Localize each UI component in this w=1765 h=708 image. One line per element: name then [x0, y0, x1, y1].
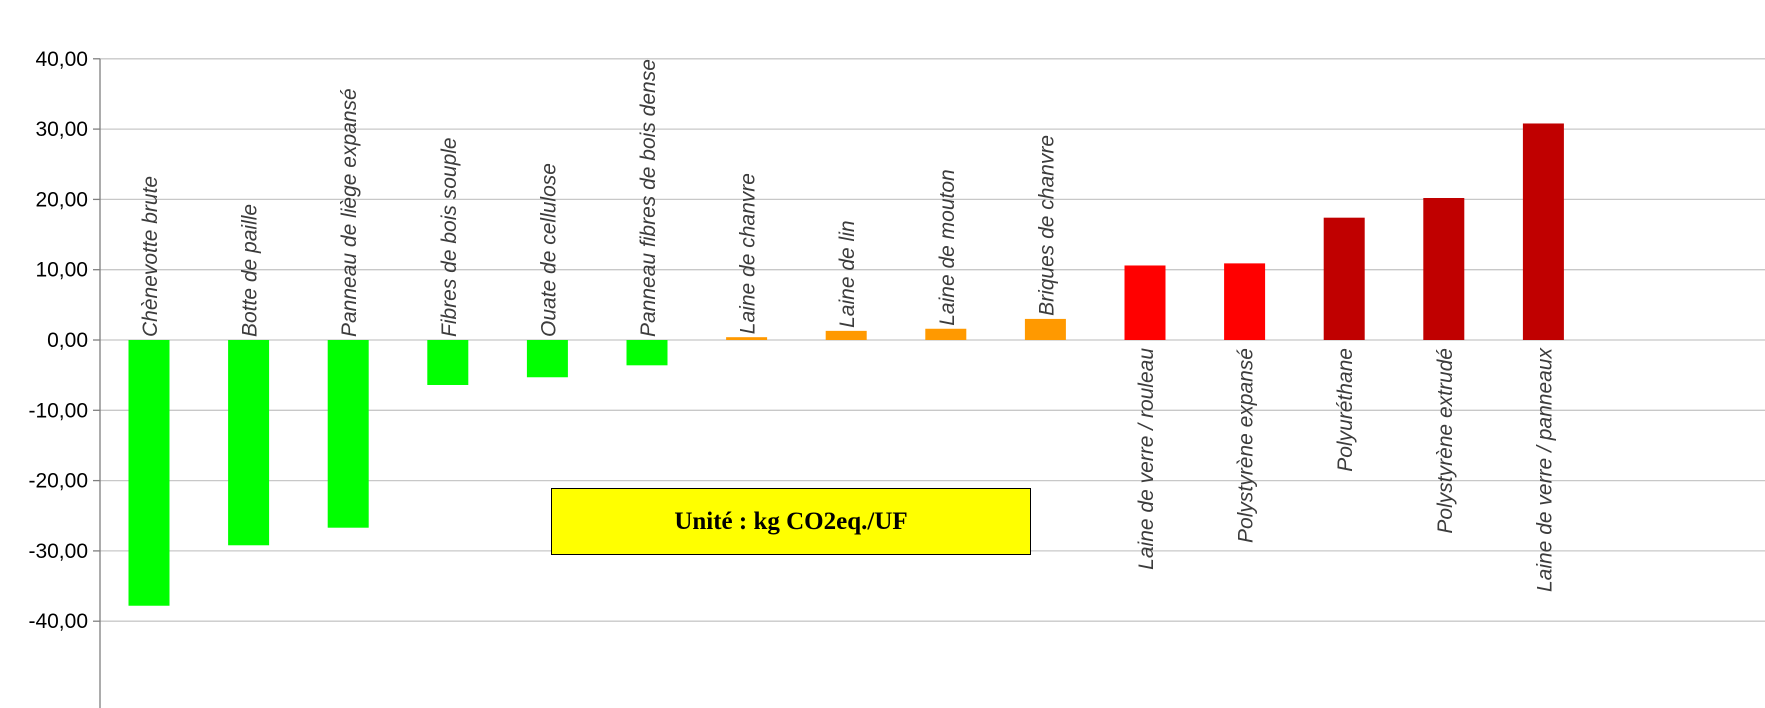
- bar: [128, 340, 170, 606]
- y-tick-label: 20,00: [35, 188, 88, 211]
- category-label: Panneau de liège expansé: [338, 88, 361, 337]
- bar: [228, 340, 270, 546]
- y-tick-label: -30,00: [28, 540, 88, 563]
- y-tick-label: 0,00: [47, 329, 88, 352]
- y-tick-label: -20,00: [28, 470, 88, 493]
- category-label: Laine de lin: [836, 220, 859, 327]
- category-label: Polystyrène expansé: [1235, 348, 1258, 543]
- category-label: Ouate de cellulose: [537, 163, 560, 337]
- bar: [526, 340, 568, 378]
- unit-annotation: Unité : kg CO2eq./UF: [551, 488, 1031, 555]
- category-label: Polystyrène extrudé: [1434, 348, 1457, 534]
- bar: [626, 340, 668, 366]
- category-label: Panneau fibres de bois dense: [637, 59, 660, 337]
- bar: [427, 340, 469, 385]
- category-label: Fibres de bois souple: [438, 137, 461, 337]
- y-tick-label: -10,00: [28, 399, 88, 422]
- y-tick-label: 30,00: [35, 118, 88, 141]
- category-label: Botte de paille: [239, 204, 262, 337]
- bar: [825, 330, 867, 340]
- y-tick-label: 40,00: [35, 48, 88, 71]
- y-tick-label: 10,00: [35, 259, 88, 282]
- bar: [1024, 318, 1066, 340]
- category-label: Laine de verre / panneaux: [1533, 347, 1556, 593]
- unit-annotation-text: Unité : kg CO2eq./UF: [674, 507, 908, 535]
- bar: [1423, 197, 1465, 340]
- bar: [726, 337, 768, 340]
- bar: [1124, 265, 1166, 340]
- bar: [1224, 263, 1266, 340]
- y-axis: 40,00 30,00 20,00 10,00 0,00 -10,00 -20,00 -30,…: [28, 48, 101, 708]
- bars: [128, 123, 1564, 606]
- bar: [925, 328, 967, 340]
- bar: [1522, 123, 1564, 340]
- category-label: Chènevotte brute: [139, 176, 162, 337]
- bar: [1323, 217, 1365, 340]
- category-label: Laine de mouton: [936, 169, 959, 325]
- category-label: Briques de chanvre: [1035, 135, 1058, 316]
- category-labels: Chènevotte brute Botte de paille Panneau d…: [139, 59, 1556, 592]
- category-label: Laine de chanvre: [737, 173, 760, 334]
- bar: [327, 340, 369, 528]
- y-tick-label: -40,00: [28, 610, 88, 633]
- category-label: Laine de verre / rouleau: [1135, 348, 1158, 570]
- category-label: Polyuréthane: [1334, 348, 1357, 472]
